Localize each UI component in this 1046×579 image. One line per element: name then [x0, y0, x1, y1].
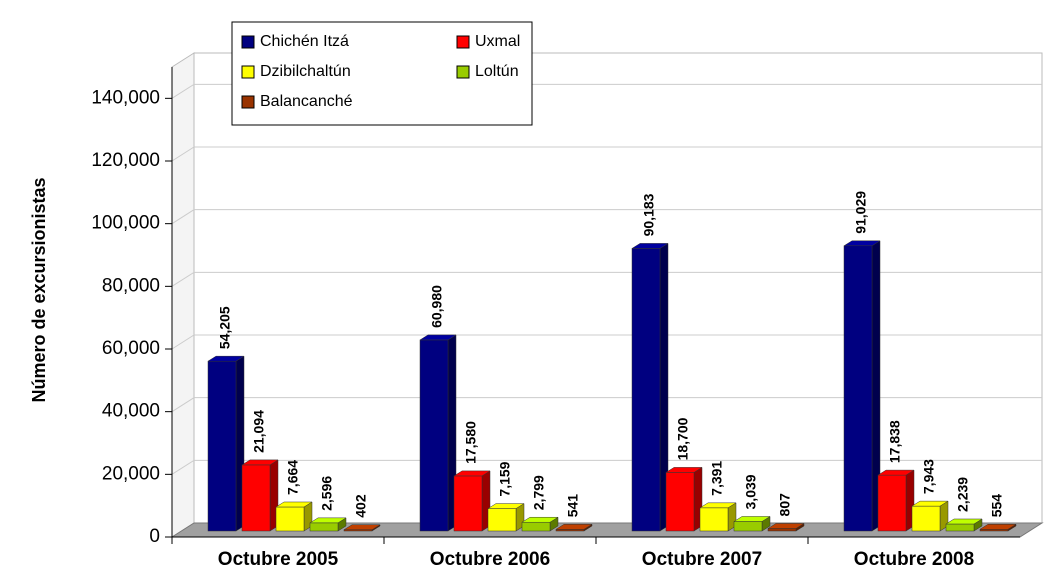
- bar-top: [843, 240, 881, 247]
- bar-top: [699, 502, 737, 509]
- bar-top: [275, 501, 313, 508]
- bar-top: [343, 524, 381, 530]
- y-axis-label: Número de excursionistas: [29, 177, 49, 402]
- value-label: 18,700: [675, 417, 691, 460]
- value-label: 2,799: [531, 475, 547, 510]
- bar-top: [555, 524, 593, 530]
- legend-box: [231, 21, 533, 126]
- bar-top: [877, 469, 915, 476]
- y-tick-label: 120,000: [91, 150, 160, 171]
- legend-label: Chichén Itzá: [260, 33, 349, 50]
- value-label: 7,159: [497, 461, 513, 496]
- bar: [241, 464, 271, 532]
- bar: [911, 505, 941, 532]
- y-tick-label: 0: [149, 526, 160, 547]
- x-tick-label: Octubre 2008: [854, 549, 974, 570]
- value-label: 541: [565, 494, 581, 518]
- grid-line: [171, 397, 1042, 413]
- bar-top: [309, 517, 347, 524]
- grid-line: [171, 83, 1042, 99]
- legend-swatch: [241, 35, 255, 49]
- bar: [699, 507, 729, 532]
- value-label: 807: [777, 493, 793, 517]
- legend-label: Dzibilchaltún: [260, 63, 351, 80]
- x-tick-label: Octubre 2005: [218, 549, 339, 570]
- bar: [207, 360, 237, 532]
- value-label: 17,580: [463, 421, 479, 464]
- grid-line: [171, 271, 1042, 287]
- legend-label: Balancanché: [260, 93, 353, 110]
- grid-line: [171, 334, 1042, 350]
- value-label: 7,943: [921, 459, 937, 494]
- grid-line: [171, 459, 1042, 475]
- y-tick-label: 80,000: [102, 275, 160, 296]
- bar-top: [419, 334, 457, 341]
- bar: [487, 508, 517, 532]
- bar-top: [207, 355, 245, 362]
- side-wall: [171, 52, 195, 538]
- value-label: 21,094: [251, 410, 267, 453]
- bar: [877, 474, 907, 532]
- legend-swatch: [241, 65, 255, 79]
- value-label: 7,391: [709, 461, 725, 496]
- bar: [945, 523, 975, 532]
- grid-line: [171, 209, 1042, 225]
- bar: [555, 529, 585, 532]
- bar: [419, 339, 449, 532]
- bar-top: [487, 503, 525, 509]
- value-label: 54,205: [217, 306, 233, 349]
- value-label: 90,183: [641, 193, 657, 236]
- grid-line: [171, 146, 1042, 162]
- bar-top: [521, 516, 559, 523]
- bar: [843, 245, 873, 532]
- value-label: 402: [353, 494, 369, 518]
- bar-top: [945, 518, 983, 525]
- y-tick-label: 20,000: [102, 463, 160, 484]
- x-tick-label: Octubre 2007: [642, 549, 762, 570]
- bar: [767, 528, 797, 532]
- y-tick-label: 40,000: [102, 401, 160, 422]
- value-label: 60,980: [429, 285, 445, 328]
- y-tick-label: 100,000: [91, 213, 160, 234]
- legend-swatch: [241, 95, 255, 109]
- bar: [665, 472, 695, 532]
- bar: [453, 475, 483, 532]
- bar-top: [733, 516, 771, 522]
- bar-top: [979, 524, 1017, 530]
- x-tick-label: Octubre 2006: [430, 549, 550, 570]
- bar-top: [453, 470, 491, 477]
- legend-label: Loltún: [475, 63, 519, 80]
- bar: [733, 521, 763, 532]
- bar: [631, 248, 661, 532]
- legend-label: Uxmal: [475, 33, 520, 50]
- value-label: 17,838: [887, 420, 903, 463]
- value-label: 2,596: [319, 476, 335, 511]
- legend-swatch: [456, 35, 470, 49]
- value-label: 3,039: [743, 474, 759, 509]
- bar-top: [241, 459, 279, 466]
- bar-top: [631, 243, 669, 249]
- y-tick-label: 60,000: [102, 338, 160, 359]
- bar: [979, 529, 1009, 532]
- value-label: 7,664: [285, 460, 301, 495]
- y-tick-label: 140,000: [91, 87, 160, 108]
- value-label: 91,029: [853, 191, 869, 234]
- bar: [309, 522, 339, 532]
- bar-top: [767, 523, 805, 529]
- bar: [275, 506, 305, 532]
- value-label: 2,239: [955, 477, 971, 512]
- value-label: 554: [989, 494, 1005, 518]
- bar-top: [911, 500, 949, 507]
- legend-swatch: [456, 65, 470, 79]
- bar-top: [665, 467, 703, 473]
- bar: [521, 521, 551, 532]
- legend: Chichén Itzá Uxmal Dzibilchaltún Loltún Bala…: [231, 21, 533, 126]
